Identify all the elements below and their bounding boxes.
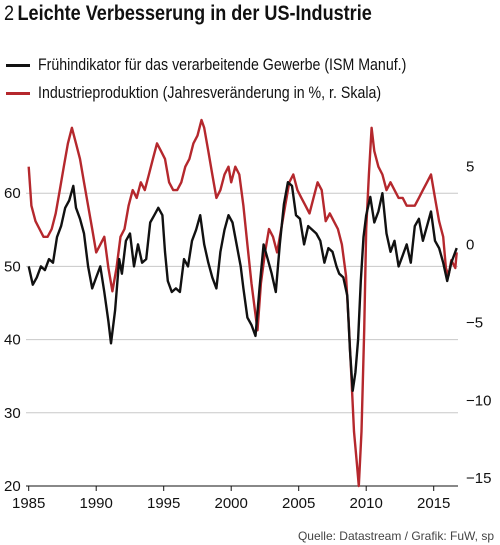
y-right-tick-label-0: −15 bbox=[466, 470, 491, 487]
x-tick-label-0: 1985 bbox=[12, 495, 45, 512]
x-tick-label-5: 2010 bbox=[350, 495, 383, 512]
x-tick-label-3: 2000 bbox=[215, 495, 248, 512]
y-right-tick-label-1: −10 bbox=[466, 392, 491, 409]
y-left-tick-label-1: 30 bbox=[4, 405, 21, 422]
y-left-tick-label-2: 40 bbox=[4, 332, 21, 349]
legend-item-ism: Frühindikator für das verarbeitende Gewe… bbox=[6, 56, 466, 75]
series-line-industrial-production bbox=[27, 118, 458, 488]
y-right-tick-label-2: −5 bbox=[466, 314, 483, 331]
y-left-tick-label-4: 60 bbox=[4, 185, 21, 202]
y-left-tick-label-3: 50 bbox=[4, 258, 21, 275]
chart-title-text: Leichte Verbesserung in der US-Industrie bbox=[17, 2, 372, 25]
x-tick-label-4: 2005 bbox=[282, 495, 315, 512]
legend-item-industrial-production: Industrieproduktion (Jahresveränderung i… bbox=[6, 84, 437, 103]
legend-swatch-ism bbox=[6, 64, 30, 67]
x-tick-label-1: 1990 bbox=[80, 495, 113, 512]
legend-label-industrial-production: Industrieproduktion (Jahresveränderung i… bbox=[38, 84, 382, 102]
y-right-tick-label-4: 5 bbox=[466, 159, 474, 176]
x-tick-label-6: 2015 bbox=[417, 495, 450, 512]
chart-title: 2 Leichte Verbesserung in der US-Industri… bbox=[4, 2, 372, 26]
legend-swatch-industrial-production bbox=[6, 92, 30, 95]
series-line-ism bbox=[27, 181, 458, 392]
chart-number: 2 bbox=[4, 2, 15, 25]
y-left-tick-label-0: 20 bbox=[4, 478, 21, 495]
x-tick-label-2: 1995 bbox=[147, 495, 180, 512]
source-note: Quelle: Datastream / Grafik: FuW, sp bbox=[297, 529, 494, 543]
legend-label-ism: Frühindikator für das verarbeitende Gewe… bbox=[38, 56, 407, 74]
y-right-tick-label-3: 0 bbox=[466, 237, 474, 254]
